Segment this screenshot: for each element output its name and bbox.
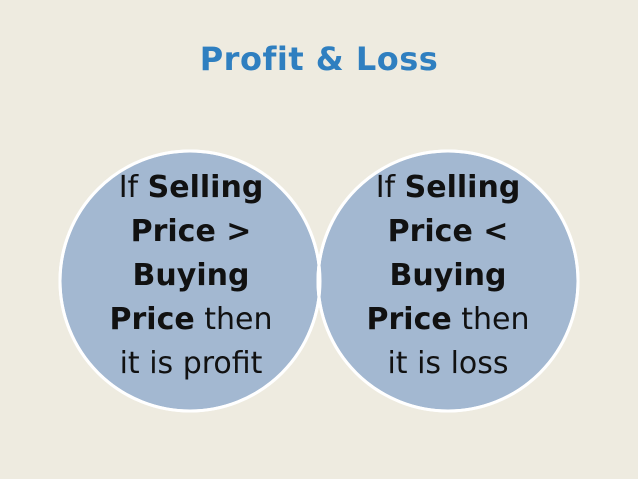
left-line-2: Price > bbox=[130, 214, 252, 249]
right-circle-text: If Selling Price < Buying Price then it … bbox=[343, 166, 553, 386]
left-line-1: If Selling bbox=[118, 170, 264, 205]
right-circle-outline bbox=[316, 149, 580, 413]
left-line-3: Buying bbox=[132, 258, 250, 293]
left-line-5: it is profit bbox=[119, 346, 263, 381]
left-circle-text: If Selling Price > Buying Price then it … bbox=[86, 166, 296, 386]
right-line-4: Price then bbox=[366, 302, 530, 337]
right-line-1: If Selling bbox=[375, 170, 521, 205]
right-line-2: Price < bbox=[387, 214, 509, 249]
slide-title: Profit & Loss bbox=[199, 40, 439, 78]
right-line-5: it is loss bbox=[387, 346, 509, 381]
left-line-4: Price then bbox=[109, 302, 273, 337]
left-circle-outline bbox=[58, 149, 322, 413]
right-line-3: Buying bbox=[389, 258, 507, 293]
